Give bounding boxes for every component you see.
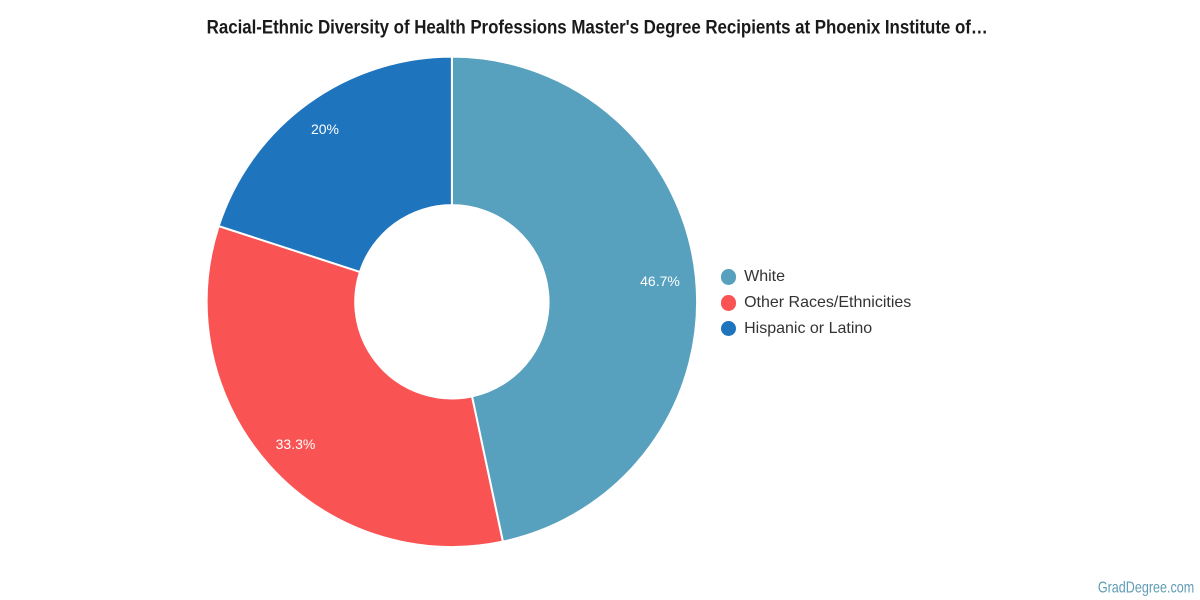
svg-text:GradDegree.com: GradDegree.com — [1098, 579, 1194, 597]
svg-text:Racial-Ethnic Diversity of Hea: Racial-Ethnic Diversity of Health Profes… — [207, 16, 988, 37]
